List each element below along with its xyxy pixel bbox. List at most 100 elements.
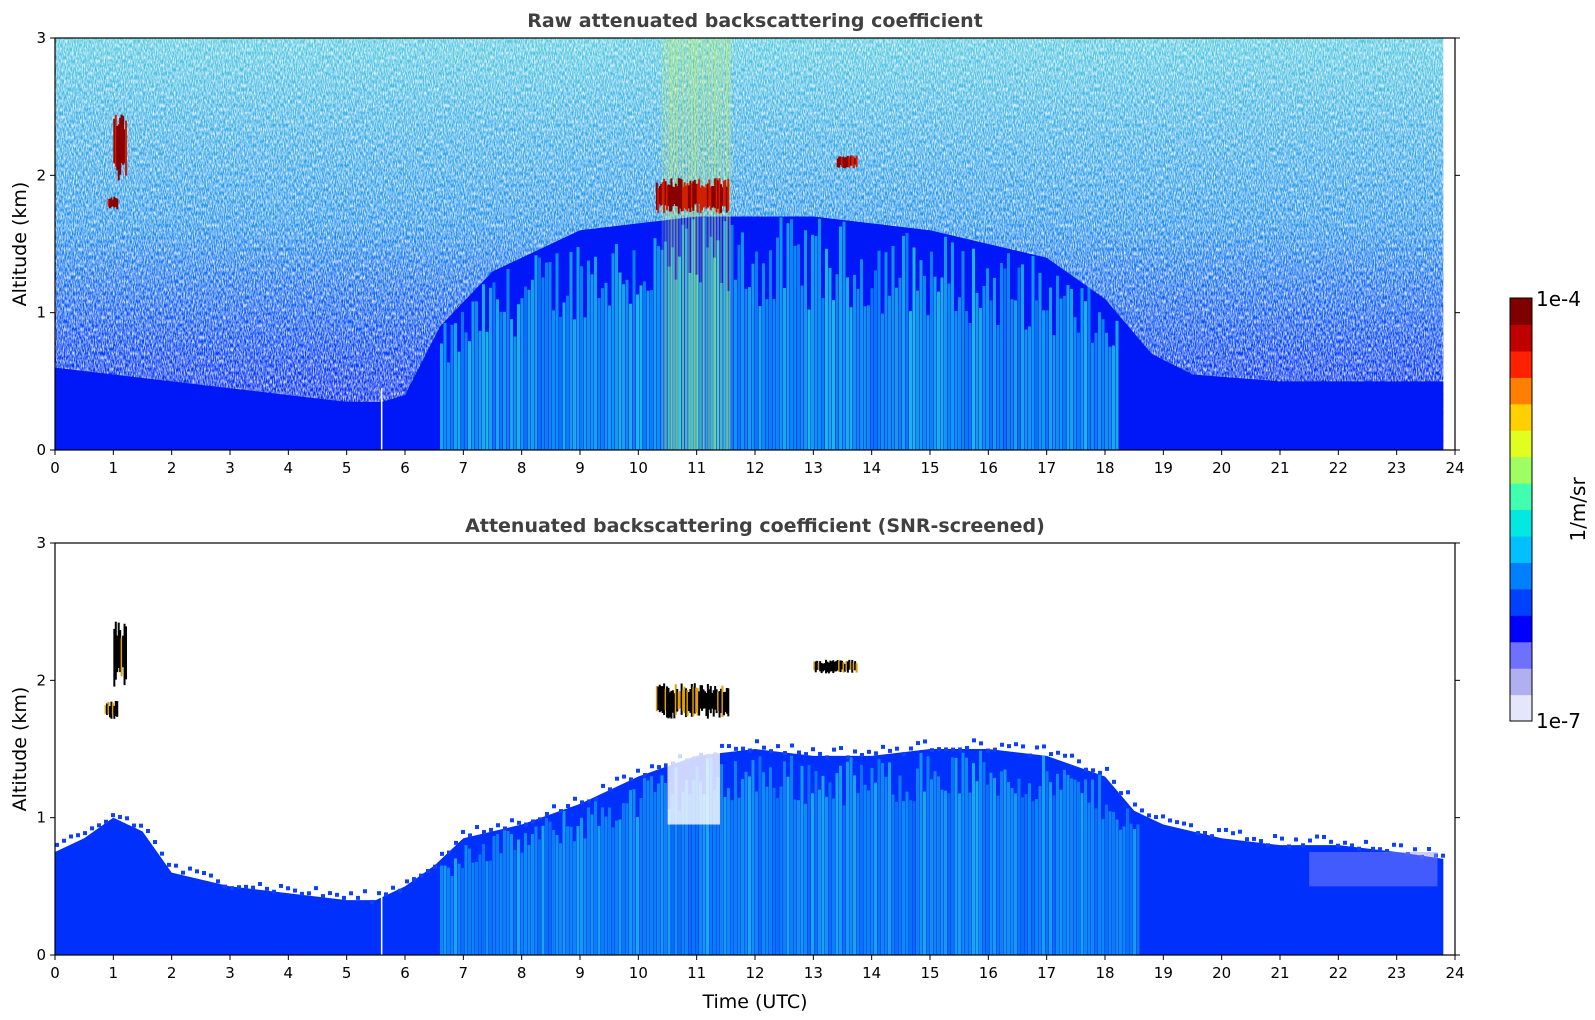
aerosol-streak — [690, 38, 693, 450]
convective-streak — [1049, 287, 1052, 450]
edge-speckle — [1210, 834, 1214, 839]
cloud-streak — [839, 660, 842, 673]
x-tick-label: 20 — [1212, 459, 1231, 477]
convective-streak — [440, 865, 443, 955]
cloud-streak — [838, 156, 841, 168]
convective-streak — [510, 834, 513, 955]
x-tick-label: 12 — [745, 964, 764, 982]
convective-streak — [720, 283, 723, 450]
cloud-streak — [711, 185, 714, 208]
convective-streak — [489, 860, 492, 955]
cloud-streak — [715, 689, 718, 714]
cloud-streak — [714, 686, 717, 710]
convective-streak — [912, 247, 916, 450]
edge-speckle — [1301, 843, 1305, 848]
edge-speckle — [1427, 846, 1431, 851]
convective-streak — [860, 764, 863, 955]
aerosol-streak — [711, 38, 714, 450]
colorbar-step — [1510, 562, 1532, 590]
convective-streak — [548, 262, 552, 450]
convective-streak — [576, 247, 580, 450]
cloud-streak — [703, 691, 706, 709]
cloud-streak — [855, 155, 858, 168]
convective-streak — [1108, 346, 1112, 450]
convective-streak — [1042, 310, 1045, 450]
convective-streak — [597, 825, 601, 955]
edge-speckle — [1266, 843, 1270, 848]
convective-streak — [814, 236, 818, 450]
cloud-streak — [725, 186, 728, 213]
edge-speckle — [1014, 742, 1018, 747]
edge-speckle — [566, 803, 570, 808]
convective-streak — [951, 757, 954, 955]
edge-speckle — [860, 752, 864, 757]
cloud-streak — [816, 660, 819, 670]
convective-streak — [1031, 255, 1035, 450]
convective-streak — [1112, 812, 1115, 955]
edge-speckle — [608, 787, 612, 792]
edge-speckle — [853, 749, 857, 754]
convective-streak — [1024, 794, 1028, 955]
cloud-streak — [107, 701, 110, 715]
convective-streak — [909, 311, 912, 450]
cloud-streak — [680, 179, 683, 212]
cloud-streak — [827, 662, 830, 674]
colorbar-step — [1510, 403, 1532, 431]
convective-streak — [821, 775, 825, 955]
cloud-streak — [696, 688, 699, 716]
edge-speckle — [622, 774, 626, 779]
aerosol-streak — [728, 38, 731, 450]
edge-speckle — [1070, 753, 1074, 758]
edge-speckle — [839, 746, 843, 751]
convective-streak — [681, 224, 685, 450]
x-tick-label: 20 — [1212, 964, 1231, 982]
edge-speckle — [1049, 752, 1053, 757]
convective-streak — [685, 779, 688, 955]
aerosol-streak — [679, 38, 682, 450]
cloud-streak — [722, 692, 725, 716]
convective-streak — [1014, 300, 1017, 450]
edge-speckle — [223, 884, 227, 889]
cloud-streak — [114, 700, 117, 716]
x-tick-label: 8 — [517, 459, 527, 477]
convective-streak — [926, 315, 930, 450]
cloud-streak — [660, 686, 663, 712]
x-tick-label: 13 — [804, 459, 823, 477]
x-tick-label: 16 — [979, 459, 998, 477]
convective-streak — [475, 861, 478, 955]
aerosol-streak — [708, 38, 711, 450]
convective-streak — [496, 833, 499, 955]
cloud-streak — [111, 702, 114, 715]
convective-streak — [440, 343, 443, 450]
convective-streak — [1052, 795, 1056, 955]
cloud-streak — [658, 684, 661, 713]
edge-speckle — [790, 743, 794, 748]
convective-streak — [832, 300, 835, 450]
cloud-streak — [836, 660, 839, 671]
convective-streak — [580, 266, 583, 450]
convective-streak — [492, 836, 496, 955]
convective-streak — [1063, 769, 1066, 955]
x-tick-label: 14 — [862, 459, 881, 477]
convective-streak — [657, 783, 660, 955]
aerosol-streak — [717, 38, 720, 450]
cloud-streak — [699, 685, 702, 709]
panel1-heatmap — [55, 38, 1444, 450]
convective-streak — [933, 276, 937, 450]
convective-streak — [986, 784, 989, 955]
edge-speckle — [111, 813, 115, 818]
edge-speckle — [1392, 842, 1396, 847]
convective-streak — [611, 827, 615, 955]
convective-streak — [1003, 268, 1007, 450]
edge-speckle — [153, 839, 157, 844]
convective-streak — [870, 288, 874, 450]
convective-streak — [1017, 267, 1021, 450]
y-tick-label: 1 — [36, 809, 46, 827]
cloud-streak — [107, 198, 110, 207]
convective-streak — [457, 863, 461, 955]
edge-speckle — [1000, 742, 1004, 747]
convective-streak — [447, 867, 450, 955]
convective-streak — [863, 784, 867, 955]
edge-speckle — [783, 751, 787, 756]
convective-streak — [639, 798, 643, 955]
